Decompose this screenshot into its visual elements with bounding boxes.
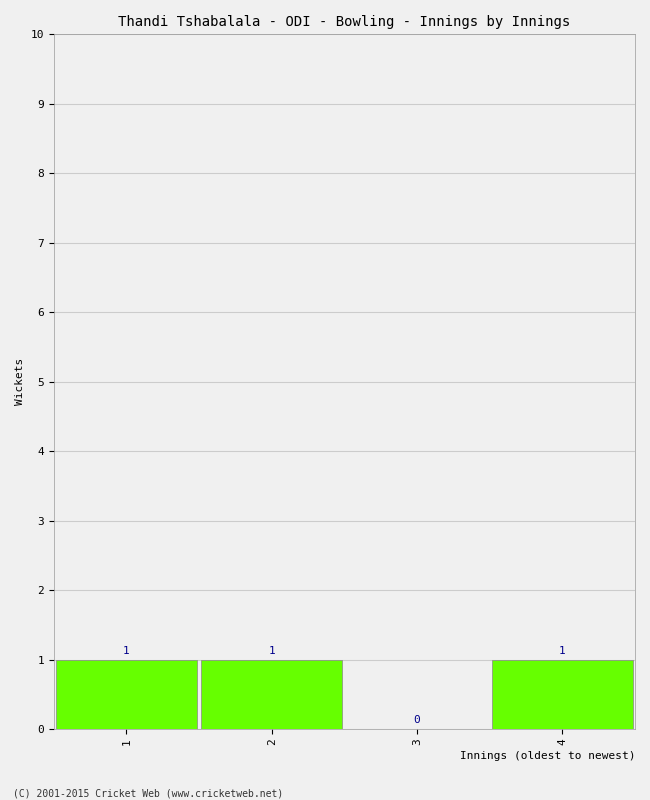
Y-axis label: Wickets: Wickets bbox=[15, 358, 25, 406]
Bar bbox=[202, 659, 342, 729]
Text: 1: 1 bbox=[559, 646, 566, 656]
Text: 0: 0 bbox=[413, 715, 421, 726]
X-axis label: Innings (oldest to newest): Innings (oldest to newest) bbox=[460, 751, 635, 761]
Text: 1: 1 bbox=[123, 646, 130, 656]
Text: (C) 2001-2015 Cricket Web (www.cricketweb.net): (C) 2001-2015 Cricket Web (www.cricketwe… bbox=[13, 788, 283, 798]
Title: Thandi Tshabalala - ODI - Bowling - Innings by Innings: Thandi Tshabalala - ODI - Bowling - Inni… bbox=[118, 15, 571, 29]
Bar bbox=[56, 659, 197, 729]
Bar bbox=[492, 659, 633, 729]
Text: 1: 1 bbox=[268, 646, 275, 656]
